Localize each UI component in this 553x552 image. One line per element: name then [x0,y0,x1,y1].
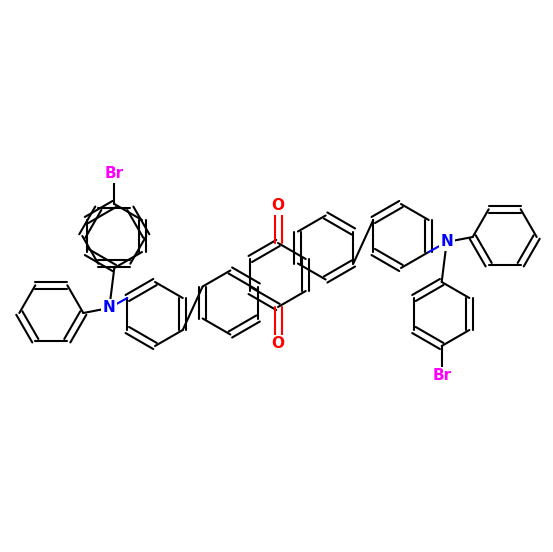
Text: Br: Br [432,369,451,384]
Text: N: N [103,300,116,316]
Text: O: O [272,337,284,352]
Text: Br: Br [105,167,124,182]
Text: O: O [272,199,284,214]
Text: N: N [440,235,453,250]
